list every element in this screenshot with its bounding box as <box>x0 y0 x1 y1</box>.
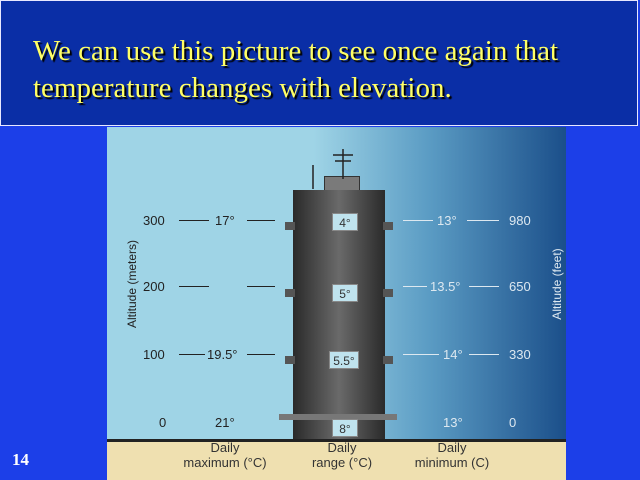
leader-line <box>467 220 499 221</box>
tall-building <box>293 190 385 442</box>
building-base-ledge <box>279 414 397 420</box>
daily-range-caption: Daily range (°C) <box>297 440 387 470</box>
antenna-icon <box>312 149 353 189</box>
building-ledge <box>285 222 295 230</box>
daily-range-value: 5.5° <box>329 351 359 369</box>
daily-min-value: 14° <box>443 347 463 362</box>
leader-line <box>179 220 209 221</box>
altitude-feet-label: 980 <box>509 213 531 228</box>
slide-number: 14 <box>12 450 29 469</box>
caption-line: Daily <box>210 440 240 455</box>
altitude-feet-label: 330 <box>509 347 531 362</box>
altitude-feet-label: 0 <box>509 415 517 430</box>
leader-line <box>247 220 275 221</box>
altitude-meters-label: 300 <box>143 213 165 228</box>
caption-line: maximum (°C) <box>183 455 267 470</box>
daily-min-value: 13° <box>437 213 457 228</box>
caption-line: minimum (C) <box>414 455 490 470</box>
leader-line <box>403 286 427 287</box>
daily-minimum-caption: Daily minimum (C) <box>397 440 507 470</box>
leader-line <box>179 286 209 287</box>
right-axis-title: Altitude (feet) <box>550 248 564 320</box>
altitude-feet-label: 650 <box>509 279 531 294</box>
building-ledge <box>285 356 295 364</box>
leader-line <box>469 354 499 355</box>
ground-strip <box>107 439 566 480</box>
building-ledge <box>383 356 393 364</box>
building-ledge <box>383 289 393 297</box>
daily-max-value: 19.5° <box>207 347 238 362</box>
leader-line <box>247 354 275 355</box>
title-box: We can use this picture to see once agai… <box>0 0 638 126</box>
daily-min-value: 13° <box>443 415 463 430</box>
altitude-meters-label: 0 <box>159 415 167 430</box>
daily-max-value: 17° <box>215 213 235 228</box>
left-axis-title: Altitude (meters) <box>125 239 139 329</box>
altitude-meters-label: 100 <box>143 347 165 362</box>
daily-maximum-caption: Daily maximum (°C) <box>165 440 285 470</box>
caption-line: range (°C) <box>311 455 373 470</box>
building-ledge <box>285 289 295 297</box>
daily-max-value: 21° <box>215 415 235 430</box>
leader-line <box>469 286 499 287</box>
altitude-meters-label: 200 <box>143 279 165 294</box>
daily-range-value: 5° <box>332 284 358 302</box>
temperature-elevation-figure: Altitude (meters) Altitude (feet) 300 17… <box>107 127 566 480</box>
leader-line <box>403 354 439 355</box>
caption-line: Daily <box>437 440 467 455</box>
building-ledge <box>383 222 393 230</box>
daily-range-value: 4° <box>332 213 358 231</box>
caption-line: Daily <box>327 440 357 455</box>
leader-line <box>403 220 433 221</box>
leader-line <box>179 354 205 355</box>
leader-line <box>247 286 275 287</box>
daily-min-value: 13.5° <box>430 279 461 294</box>
slide-title: We can use this picture to see once agai… <box>33 35 559 104</box>
daily-range-value: 8° <box>332 419 358 437</box>
